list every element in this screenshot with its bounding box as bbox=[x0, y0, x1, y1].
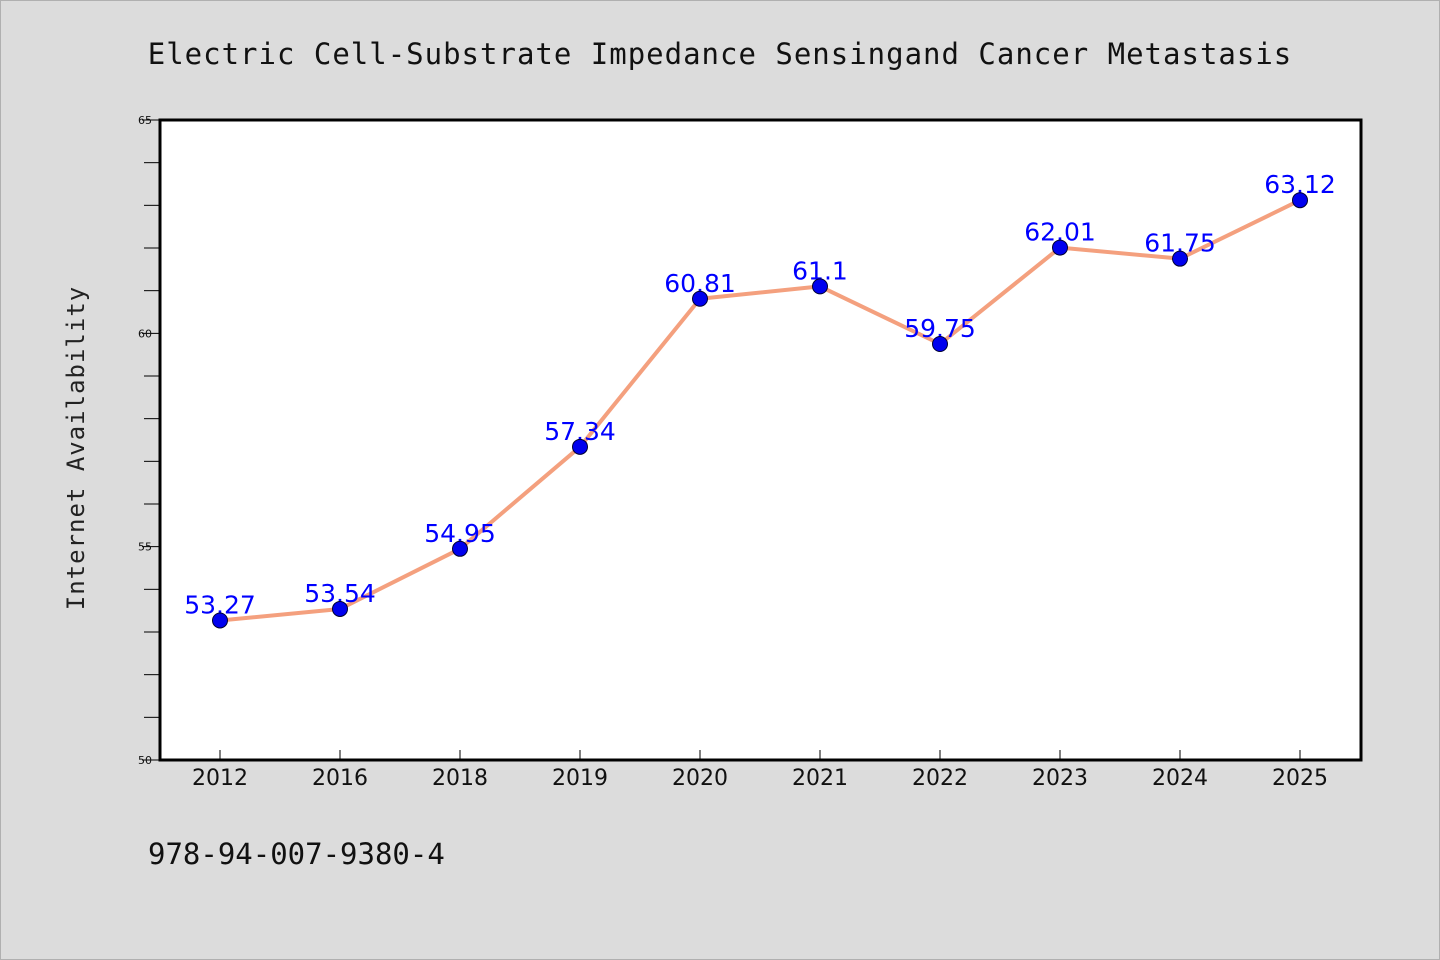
y-axis-label: Internet Availability bbox=[62, 286, 90, 610]
y-axis: 50 55 60 65 bbox=[138, 114, 160, 767]
data-point bbox=[1172, 250, 1188, 267]
y-tick-label: 55 bbox=[138, 541, 152, 554]
x-tick-label: 2016 bbox=[312, 766, 368, 791]
chart-title: Electric Cell-Substrate Impedance Sensin… bbox=[148, 37, 1293, 71]
x-tick-label: 2024 bbox=[1152, 766, 1208, 791]
isbn-text: 978-94-007-9380-4 bbox=[148, 837, 445, 871]
x-tick-label: 2020 bbox=[672, 766, 728, 791]
x-tick-label: 2012 bbox=[192, 766, 248, 791]
x-tick-label: 2021 bbox=[792, 766, 848, 791]
data-point bbox=[1052, 239, 1068, 256]
data-point bbox=[932, 336, 948, 352]
x-tick-label: 2023 bbox=[1032, 766, 1088, 791]
x-axis: 2012 2016 2018 2019 2020 2021 2022 2023 2024 2025 bbox=[192, 750, 1328, 791]
data-point bbox=[812, 278, 828, 295]
y-tick-label: 60 bbox=[138, 327, 152, 340]
y-tick-label: 50 bbox=[138, 754, 152, 767]
series-line bbox=[218, 198, 1302, 623]
data-point bbox=[452, 540, 468, 557]
x-tick-label: 2018 bbox=[432, 766, 488, 791]
x-tick-label: 2025 bbox=[1272, 766, 1328, 791]
y-tick-label: 65 bbox=[138, 114, 152, 127]
data-point bbox=[692, 290, 708, 307]
data-point bbox=[1292, 192, 1308, 209]
data-point bbox=[572, 438, 588, 455]
plot-area bbox=[158, 118, 1363, 762]
data-point bbox=[212, 612, 228, 629]
data-point bbox=[332, 600, 348, 617]
x-tick-label: 2022 bbox=[912, 766, 968, 791]
x-tick-label: 2019 bbox=[552, 766, 608, 791]
